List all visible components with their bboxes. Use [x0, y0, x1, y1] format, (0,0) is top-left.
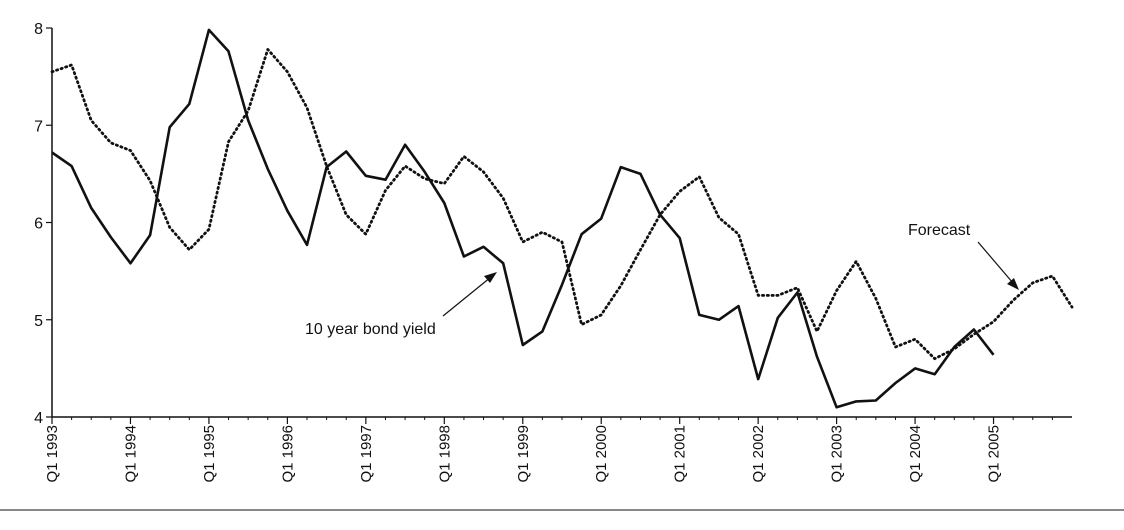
- forecast-annotation-arrow-line: [977, 241, 1014, 284]
- x-tick-label: Q1 2002: [750, 425, 767, 483]
- forecast-annotation-label: Forecast: [908, 222, 971, 239]
- bond-yield-annotation: 10 year bond yield: [305, 272, 497, 338]
- y-tick-label: 4: [34, 410, 43, 427]
- y-tick-label: 8: [34, 21, 43, 38]
- x-tick-label: Q1 2005: [986, 425, 1003, 483]
- x-tick-label: Q1 2004: [907, 425, 924, 483]
- series-layer: [50, 28, 1074, 409]
- x-tick-label: Q1 1999: [515, 425, 532, 483]
- bond-yield-annotation-arrow-line: [442, 276, 492, 317]
- forecast-annotation-arrowhead: [1007, 278, 1019, 290]
- bond-yield-annotation-label: 10 year bond yield: [305, 321, 436, 338]
- x-tick-label: Q1 2001: [672, 425, 689, 483]
- y-tick-label: 5: [34, 313, 43, 330]
- x-tick-label: Q1 2000: [593, 425, 610, 483]
- bond-yield-series-line: [51, 28, 995, 409]
- x-axis-ticks: Q1 1993 Q1 1994 Q1 1995 Q1 1996 Q1 1997 Q1 19…: [44, 417, 1053, 483]
- y-tick-label: 6: [34, 216, 43, 233]
- y-axis-ticks: 4 5 6 7 8: [34, 21, 52, 427]
- x-tick-label: Q1 2003: [829, 425, 846, 483]
- bond-yield-annotation-arrowhead: [484, 272, 497, 283]
- y-tick-label: 7: [34, 118, 43, 135]
- forecast-annotation: Forecast: [908, 222, 1019, 290]
- forecast-series-line: [50, 48, 1074, 361]
- x-tick-label: Q1 1996: [279, 425, 296, 483]
- x-tick-label: Q1 1998: [436, 425, 453, 483]
- x-tick-label: Q1 1997: [358, 425, 375, 483]
- x-tick-label: Q1 1994: [122, 425, 139, 483]
- x-tick-label: Q1 1993: [44, 425, 61, 483]
- x-tick-label: Q1 1995: [201, 425, 218, 483]
